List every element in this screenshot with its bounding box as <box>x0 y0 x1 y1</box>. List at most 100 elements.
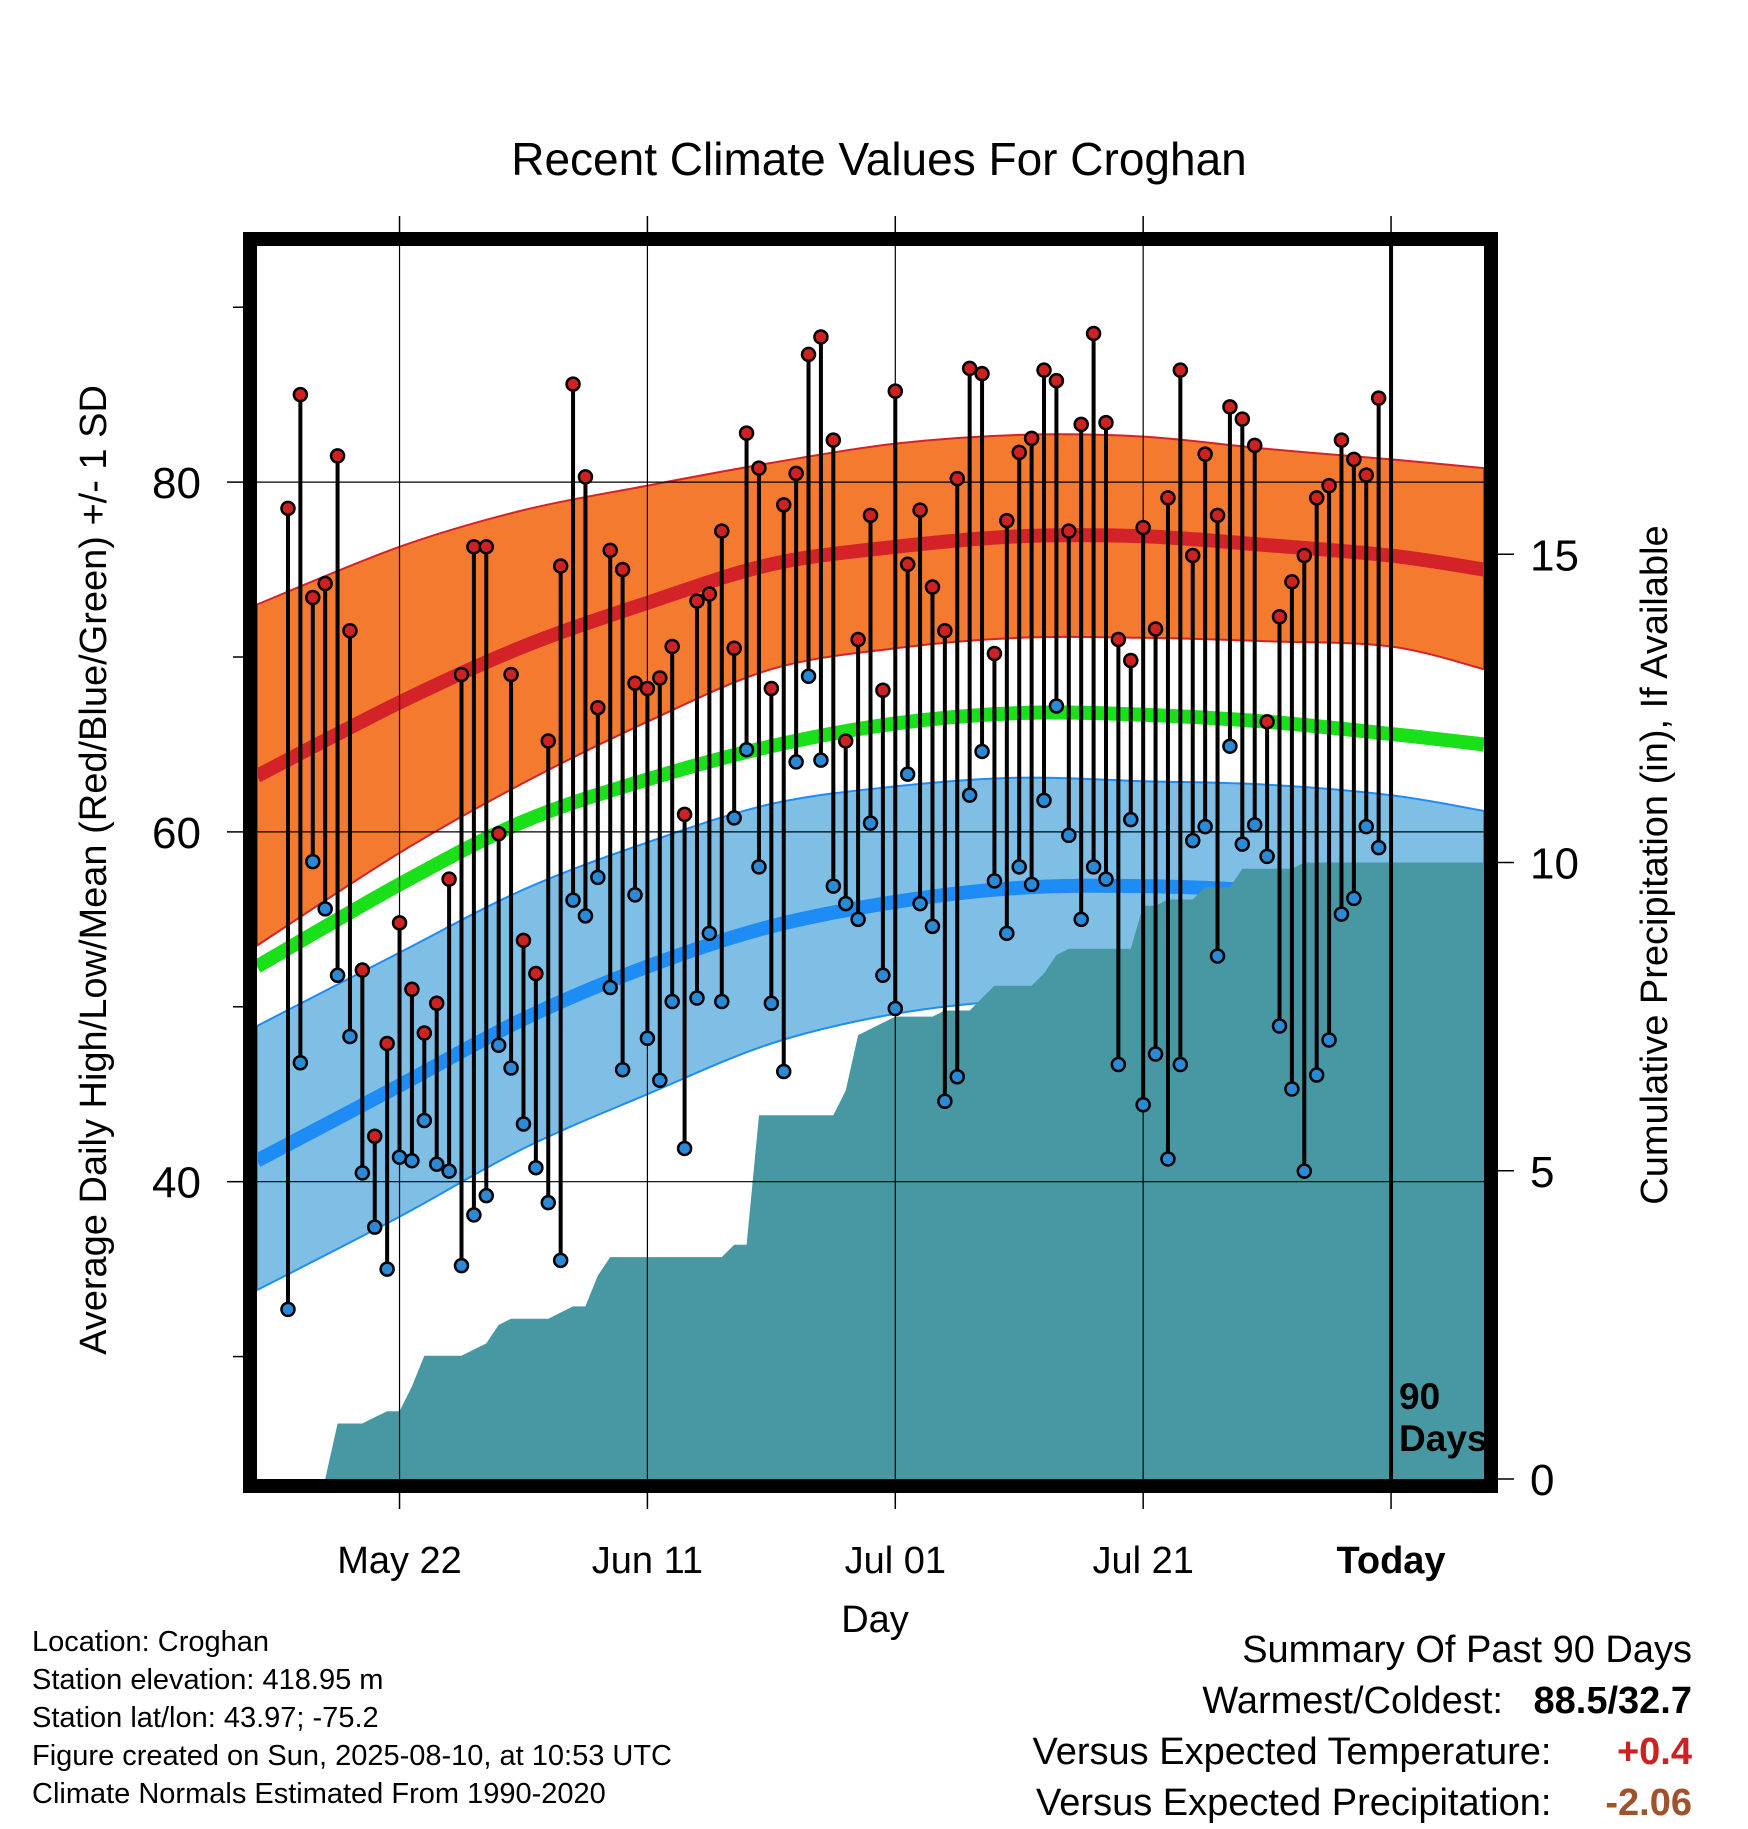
daily-low-point <box>466 1207 482 1223</box>
daily-high-point <box>416 1025 433 1041</box>
daily-high-point <box>763 680 780 697</box>
today-marker-label: 90 Days <box>1399 1376 1487 1459</box>
daily-low-point <box>1284 1081 1300 1097</box>
daily-high-point <box>540 733 557 749</box>
daily-high-point <box>1048 372 1065 389</box>
daily-low-point <box>453 1257 470 1274</box>
precip-value: -2.06 <box>1605 1782 1692 1824</box>
daily-high-point <box>1284 574 1300 590</box>
daily-low-point <box>1073 911 1089 928</box>
daily-high-point <box>924 579 941 595</box>
temp-label: Versus Expected Temperature: <box>1032 1731 1552 1773</box>
daily-high-point <box>280 500 296 517</box>
daily-low-point <box>788 754 804 770</box>
daily-high-point <box>676 806 693 823</box>
daily-high-point <box>515 932 532 949</box>
daily-low-point <box>639 1030 656 1047</box>
daily-high-point <box>1346 451 1362 468</box>
summary-warmest-coldest: Warmest/Coldest: 88.5/32.7 <box>1033 1676 1692 1727</box>
summary-panel: Summary Of Past 90 Days Warmest/Coldest:… <box>1033 1625 1692 1829</box>
daily-high-point <box>714 523 730 539</box>
daily-low-point <box>329 967 346 984</box>
daily-high-point <box>937 623 953 639</box>
daily-high-point <box>850 631 866 648</box>
daily-high-point <box>639 680 656 697</box>
daily-high-point <box>1308 490 1325 506</box>
warmest-coldest-label: Warmest/Coldest: <box>1202 1680 1503 1722</box>
daily-low-point <box>825 878 842 894</box>
daily-low-point <box>503 1060 519 1076</box>
daily-high-point <box>875 682 891 698</box>
daily-high-point <box>837 733 854 749</box>
daily-high-point <box>317 575 333 592</box>
daily-high-point <box>961 360 978 377</box>
daily-low-point <box>1197 818 1213 835</box>
summary-title: Summary Of Past 90 Days <box>1242 1629 1692 1671</box>
daily-high-point <box>887 383 904 399</box>
daily-low-point <box>1023 876 1040 893</box>
daily-high-point <box>974 365 990 382</box>
daily-high-point <box>428 995 445 1012</box>
precip-area <box>325 862 1484 1479</box>
daily-high-point <box>590 699 606 716</box>
daily-low-point <box>404 1152 420 1169</box>
daily-low-point <box>875 967 891 984</box>
daily-low-point <box>515 1116 532 1132</box>
daily-low-point <box>354 1165 371 1181</box>
daily-low-point <box>862 815 879 831</box>
daily-low-point <box>652 1072 668 1088</box>
daily-high-point <box>999 512 1015 529</box>
info-location: Location: Croghan <box>32 1626 269 1658</box>
daily-high-point <box>602 542 618 559</box>
daily-high-point <box>986 645 1003 662</box>
daily-high-point <box>912 502 928 518</box>
plot-area: 90 Days <box>257 246 1487 1479</box>
x-tick-label: May 22 <box>337 1540 462 1582</box>
daily-low-point <box>614 1061 631 1078</box>
daily-low-point <box>1296 1163 1313 1179</box>
y-tick-label: 60 <box>152 809 201 858</box>
daily-high-point <box>292 386 309 403</box>
daily-high-point <box>305 589 321 606</box>
daily-high-point <box>775 497 792 513</box>
daily-low-point <box>528 1159 544 1176</box>
daily-high-point <box>1370 390 1387 406</box>
daily-low-point <box>1234 836 1251 852</box>
x-tick-label: Jul 21 <box>1092 1540 1193 1582</box>
daily-high-point <box>478 539 495 555</box>
x-tick-label: Jul 01 <box>845 1540 946 1582</box>
daily-low-point <box>1085 859 1102 875</box>
daily-low-point <box>1370 839 1387 856</box>
daily-low-point <box>428 1156 445 1172</box>
y2-axis-label: Cumulative Precipitation (in), If Availa… <box>1634 525 1676 1204</box>
daily-low-point <box>441 1163 457 1179</box>
info-normals: Climate Normals Estimated From 1990-2020 <box>32 1778 606 1810</box>
temp-value: +0.4 <box>1616 1731 1692 1773</box>
daily-high-point <box>441 871 457 887</box>
daily-high-point <box>466 539 482 555</box>
daily-low-point <box>850 911 866 928</box>
y2-tick-label: 15 <box>1530 531 1579 580</box>
daily-high-point <box>354 962 371 978</box>
chart-title: Recent Climate Values For Croghan <box>511 133 1246 185</box>
daily-high-point <box>528 965 544 982</box>
daily-high-point <box>1023 430 1040 447</box>
daily-low-point <box>689 990 705 1006</box>
daily-high-point <box>652 670 668 686</box>
daily-high-point <box>577 469 594 485</box>
daily-high-point <box>1160 490 1176 506</box>
daily-high-point <box>1259 713 1275 730</box>
daily-high-point <box>1011 444 1027 461</box>
daily-high-point <box>1333 432 1350 448</box>
daily-low-point <box>292 1055 309 1071</box>
daily-high-point <box>751 460 767 476</box>
daily-high-point <box>391 915 408 931</box>
info-elevation: Station elevation: 418.95 m <box>32 1664 384 1696</box>
y2-tick-label: 0 <box>1530 1456 1554 1505</box>
daily-low-point <box>540 1194 557 1211</box>
daily-high-point <box>825 432 842 448</box>
daily-high-point <box>1209 507 1226 524</box>
daily-high-point <box>1234 411 1251 427</box>
daily-low-point <box>714 993 730 1010</box>
